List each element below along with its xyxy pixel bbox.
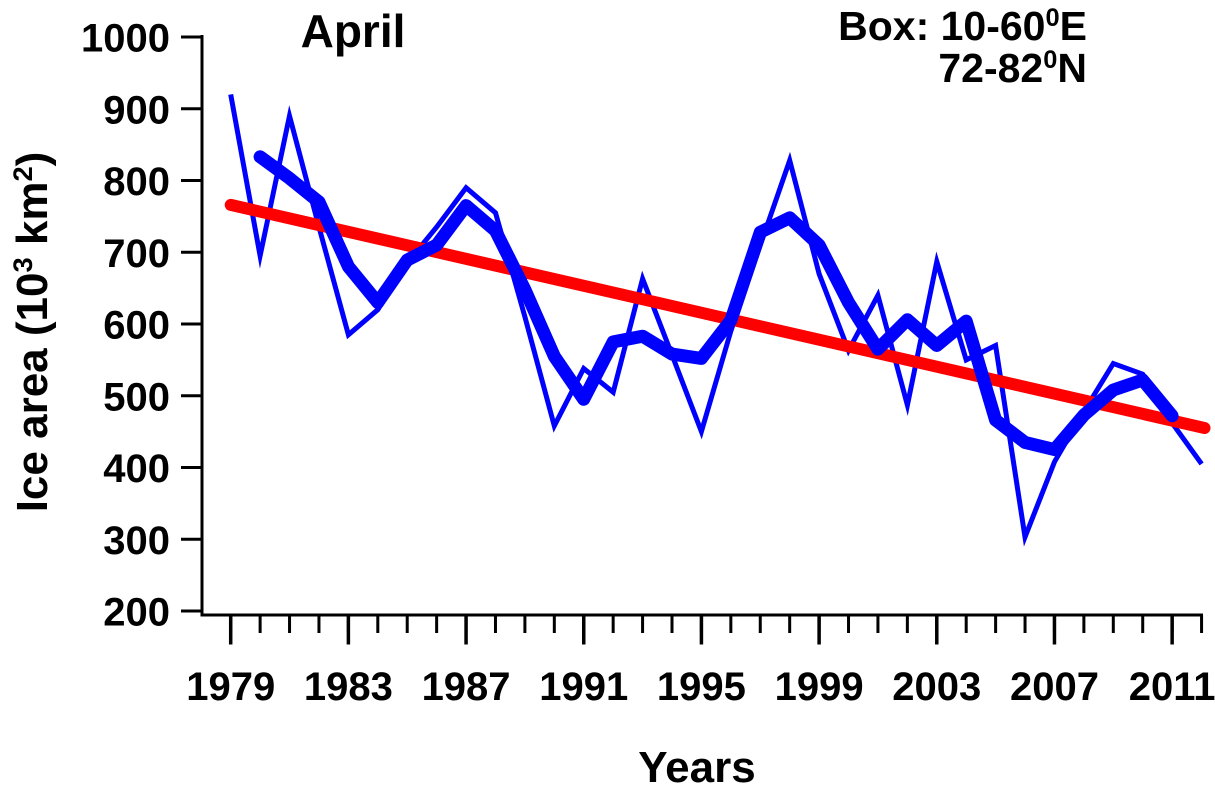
y-axis-title-text3: ) xyxy=(8,151,57,167)
y-tick-label: 500 xyxy=(103,375,170,419)
x-tick-label: 1987 xyxy=(422,665,511,709)
y-tick-label: 200 xyxy=(103,591,170,635)
y-tick-label: 300 xyxy=(103,519,170,563)
x-tick-label: 1979 xyxy=(186,665,275,709)
region-box-line2-text: 72-82 xyxy=(938,45,1044,92)
region-box-line1-unit: E xyxy=(1059,3,1087,49)
x-tick-label: 2007 xyxy=(1010,665,1099,709)
region-box-line1-text: Box: 10-60 xyxy=(838,3,1046,49)
linear-trend-line xyxy=(224,198,1211,434)
y-tick-label: 600 xyxy=(103,304,170,348)
y-tick-label: 1000 xyxy=(81,17,170,61)
x-tick-label: 1983 xyxy=(304,665,393,709)
y-axis-title-text1: Ice area (10 xyxy=(8,272,57,513)
region-box-line2-sup: 0 xyxy=(1043,46,1058,75)
y-axis-title-sup2: 2 xyxy=(7,166,38,182)
smoothed-ice-area-line xyxy=(253,150,1179,457)
x-axis-title: Years xyxy=(638,743,756,792)
region-box-line1-sup: 0 xyxy=(1045,4,1060,33)
x-tick-label: 1995 xyxy=(657,665,746,709)
region-box-line1: Box: 10-600E xyxy=(800,5,1087,47)
x-tick-label: 1999 xyxy=(775,665,864,709)
x-tick-label: 2011 xyxy=(1129,665,1215,709)
region-box-line2-unit: N xyxy=(1057,45,1087,92)
chart-title: April xyxy=(300,5,406,57)
x-tick-label: 2003 xyxy=(892,665,981,709)
region-box-line2: 72-820N xyxy=(800,47,1087,89)
y-axis-title: Ice area (103 km2) xyxy=(7,151,58,513)
y-tick-label: 400 xyxy=(103,447,170,491)
y-axis-title-sup1: 3 xyxy=(7,257,38,273)
y-tick-label: 900 xyxy=(103,88,170,132)
x-tick-label: 1991 xyxy=(539,665,628,709)
region-box-label: Box: 10-600E 72-820N xyxy=(800,5,1087,89)
y-axis-title-text2: km xyxy=(8,181,57,258)
y-tick-label: 800 xyxy=(103,160,170,204)
y-tick-label: 700 xyxy=(103,232,170,276)
